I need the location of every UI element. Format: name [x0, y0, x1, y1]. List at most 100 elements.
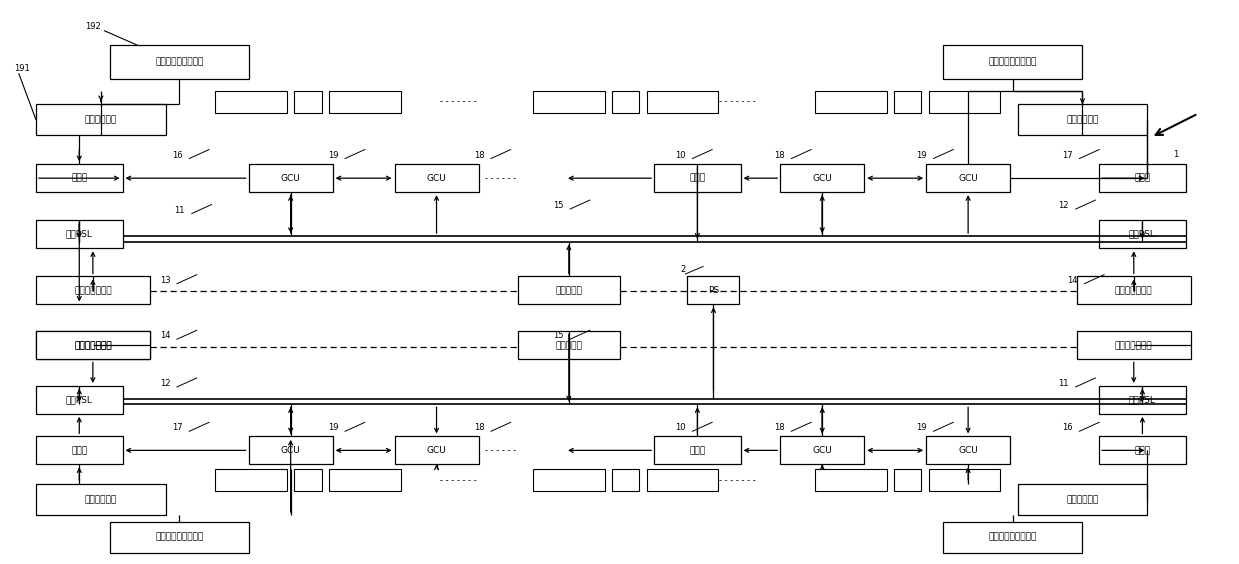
Text: 无线控制接收器: 无线控制接收器 [74, 286, 112, 295]
Text: 端夤门限位行程开关: 端夤门限位行程开关 [989, 532, 1037, 541]
Bar [533, 469, 605, 491]
Text: 18: 18 [473, 424, 484, 433]
Text: GCU: GCU [426, 446, 446, 455]
Bar [781, 164, 865, 192]
Text: 车头PSL: 车头PSL [1129, 395, 1156, 404]
Bar [36, 221, 123, 248]
Text: GCU: GCU [958, 174, 978, 183]
Text: 端夤门限位行程开关: 端夤门限位行程开关 [989, 58, 1037, 67]
Bar [295, 91, 322, 112]
Bar [647, 91, 719, 112]
Text: 12: 12 [1058, 201, 1069, 210]
Bar [249, 164, 333, 192]
Bar [36, 332, 150, 359]
Text: 端夤门指示灯: 端夤门指示灯 [1067, 115, 1099, 124]
Bar [295, 469, 322, 491]
Bar [36, 437, 123, 464]
Text: GCU: GCU [426, 174, 446, 183]
Text: 17: 17 [1062, 151, 1073, 160]
Text: 无线控制接收器: 无线控制接收器 [1115, 341, 1152, 350]
Text: 端夤门限位行程开关: 端夤门限位行程开关 [155, 532, 203, 541]
Bar [1077, 332, 1191, 359]
Text: 暗幢灯: 暗幢灯 [71, 174, 87, 183]
Text: 10: 10 [675, 424, 685, 433]
Text: 19: 19 [328, 424, 338, 433]
Bar [1077, 276, 1191, 305]
Text: 13: 13 [160, 276, 170, 285]
Bar [654, 437, 741, 464]
Bar [1017, 484, 1147, 515]
Bar [394, 164, 478, 192]
Text: - - - - - - -: - - - - - - - [719, 475, 756, 484]
Text: 无线控制接收器: 无线控制接收器 [74, 341, 112, 350]
Bar [1099, 221, 1186, 248]
Bar [36, 276, 150, 305]
Text: 车尾PSL: 车尾PSL [1129, 230, 1156, 239]
Bar [330, 469, 400, 491]
Text: - - - - - - -: - - - - - - - [440, 98, 477, 107]
Text: 14: 14 [160, 332, 170, 340]
Text: 16: 16 [172, 151, 182, 160]
Text: 15: 15 [553, 332, 564, 340]
Text: 191: 191 [14, 64, 30, 73]
Bar [216, 91, 287, 112]
Text: 18: 18 [473, 151, 484, 160]
Text: 16: 16 [1062, 424, 1073, 433]
Text: 15: 15 [553, 201, 564, 210]
Bar [36, 386, 123, 414]
Text: 暗幢灯: 暗幢灯 [71, 446, 87, 455]
Bar [928, 91, 1000, 112]
Bar [249, 437, 333, 464]
Bar [518, 276, 620, 305]
Bar [36, 484, 166, 515]
Text: GCU: GCU [813, 174, 833, 183]
Bar [36, 104, 166, 135]
Bar [1099, 164, 1186, 192]
Text: 11: 11 [175, 206, 185, 215]
Text: 无线控制接收器: 无线控制接收器 [74, 341, 112, 350]
Bar [394, 437, 478, 464]
Bar [815, 91, 887, 112]
Bar [518, 332, 620, 359]
Text: 10: 10 [675, 151, 685, 160]
Bar [647, 469, 719, 491]
Text: - - - - - - -: - - - - - - - [440, 475, 477, 484]
Text: 18: 18 [774, 151, 784, 160]
Bar [1099, 437, 1186, 464]
Text: PS: PS [707, 286, 719, 295]
Text: 无线发送器: 无线发送器 [555, 341, 582, 350]
Text: 暗幢灯: 暗幢灯 [689, 446, 705, 455]
Text: 端夤门指示灯: 端夤门指示灯 [84, 115, 116, 124]
Bar [943, 45, 1082, 79]
Text: 2: 2 [680, 265, 685, 274]
Bar [928, 469, 1000, 491]
Text: 无线发送器: 无线发送器 [555, 286, 582, 295]
Text: 车尾PSL: 车尾PSL [66, 395, 93, 404]
Bar [612, 91, 639, 112]
Bar [110, 45, 249, 79]
Text: 无线控制接收器: 无线控制接收器 [1115, 286, 1152, 295]
Bar [895, 91, 921, 112]
Text: GCU: GCU [281, 174, 301, 183]
Text: - - - - - - -: - - - - - - - [719, 98, 756, 107]
Bar [36, 164, 123, 192]
Bar [926, 164, 1010, 192]
Text: 端夤门指示灯: 端夤门指示灯 [1067, 495, 1099, 504]
Bar [1017, 104, 1147, 135]
Text: 19: 19 [328, 151, 338, 160]
Text: - - - - - -: - - - - - - [484, 174, 515, 183]
Text: 11: 11 [1058, 379, 1069, 388]
Text: 19: 19 [916, 151, 927, 160]
Bar [216, 469, 287, 491]
Bar [654, 164, 741, 192]
Text: GCU: GCU [958, 446, 978, 455]
Text: GCU: GCU [813, 446, 833, 455]
Bar [926, 437, 1010, 464]
Bar [781, 437, 865, 464]
Bar [895, 469, 921, 491]
Bar [110, 522, 249, 553]
Text: - - - - - -: - - - - - - [484, 446, 515, 455]
Text: 19: 19 [916, 424, 927, 433]
Text: 192: 192 [85, 21, 102, 30]
Bar [943, 522, 1082, 553]
